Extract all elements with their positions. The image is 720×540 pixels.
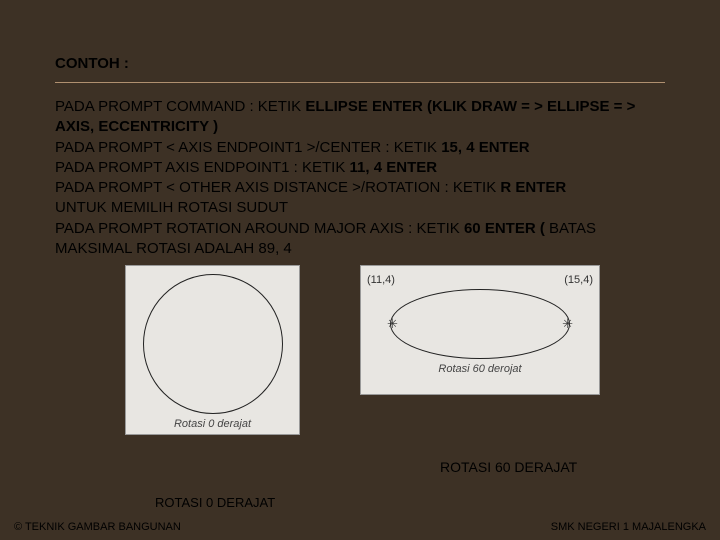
- coord-left-label: (11,4): [367, 274, 395, 286]
- instruction-text: PADA PROMPT COMMAND : KETIK ELLIPSE ENTE…: [55, 97, 665, 259]
- figures-row: Rotasi 0 derajat (11,4) (15,4) ✳ ✳ Rotas…: [125, 265, 665, 435]
- bold-text: 60 ENTER (: [464, 220, 549, 237]
- figure-rotation-60: (11,4) (15,4) ✳ ✳ Rotasi 60 derojat: [360, 265, 600, 395]
- text: PADA PROMPT < AXIS ENDPOINT1 >/CENTER : …: [55, 139, 441, 156]
- text: UNTUK MEMILIH ROTASI SUDUT: [55, 199, 288, 216]
- ellipse-shape: (11,4) (15,4) ✳ ✳: [390, 289, 570, 359]
- coord-right-label: (15,4): [564, 274, 593, 286]
- circle-shape: [143, 274, 283, 414]
- figure-inner-label: Rotasi 0 derajat: [174, 418, 251, 430]
- footer-left: © TEKNIK GAMBAR BANGUNAN: [14, 521, 181, 533]
- text: PADA PROMPT AXIS ENDPOINT1 : KETIK: [55, 159, 350, 176]
- text: PADA PROMPT < OTHER AXIS DISTANCE >/ROTA…: [55, 179, 500, 196]
- figure-inner-label: Rotasi 60 derojat: [438, 363, 521, 375]
- footer-right: SMK NEGERI 1 MAJALENGKA: [551, 521, 706, 533]
- divider: [55, 82, 665, 83]
- marker-left-icon: ✳: [387, 316, 398, 332]
- bold-text: 11, 4 ENTER: [350, 159, 438, 176]
- bold-text: 15, 4 ENTER: [441, 139, 529, 156]
- caption-rotation-0: ROTASI 0 DERAJAT: [155, 495, 275, 510]
- caption-rotation-60: ROTASI 60 DERAJAT: [440, 459, 577, 475]
- bold-text: R ENTER: [500, 179, 566, 196]
- slide-content: CONTOH : PADA PROMPT COMMAND : KETIK ELL…: [0, 0, 720, 435]
- slide-title: CONTOH :: [55, 55, 665, 72]
- text: PADA PROMPT ROTATION AROUND MAJOR AXIS :…: [55, 220, 464, 237]
- marker-right-icon: ✳: [562, 316, 573, 332]
- figure-rotation-0: Rotasi 0 derajat: [125, 265, 300, 435]
- text: PADA PROMPT COMMAND : KETIK: [55, 98, 305, 115]
